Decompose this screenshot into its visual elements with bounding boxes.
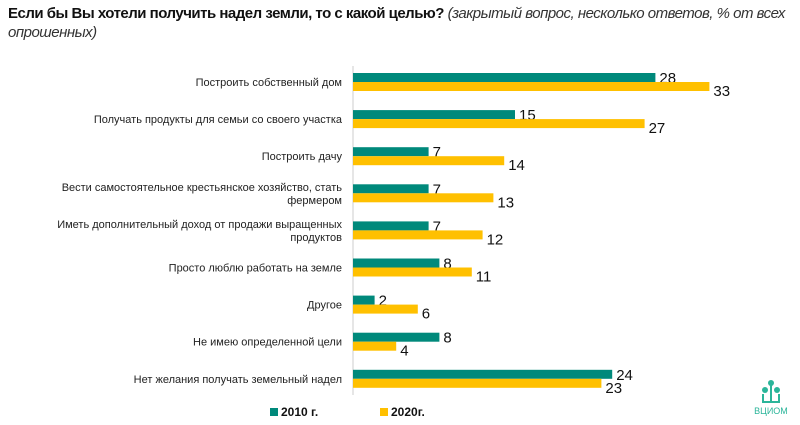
category-label: Другое — [307, 300, 342, 312]
category-label: Построить собственный дом — [196, 77, 342, 89]
data-label: 6 — [422, 306, 430, 323]
data-label: 8 — [443, 256, 451, 273]
category-label: Нет желания получать земельный надел — [134, 374, 342, 386]
data-label: 23 — [605, 380, 622, 397]
data-label: 4 — [400, 343, 408, 360]
vciom-logo: ВЦИОМ — [754, 380, 788, 416]
bar-2010 — [353, 369, 613, 379]
data-label: 13 — [497, 194, 514, 211]
bar-2020 — [353, 193, 494, 203]
category-label: Просто люблю работать на земле — [169, 263, 342, 275]
bar-2020 — [353, 82, 710, 91]
bar-2020 — [353, 304, 418, 314]
bar-2020 — [353, 156, 505, 166]
legend-label: 2010 г. — [281, 405, 318, 419]
bar-2020 — [353, 119, 645, 129]
bar-2010 — [353, 110, 515, 120]
category-label: фермером — [287, 195, 342, 207]
bar-2010 — [353, 221, 429, 231]
category-label: Построить дачу — [262, 151, 343, 163]
bar-2010 — [353, 258, 440, 268]
data-label: 7 — [433, 218, 441, 235]
bar-2010 — [353, 332, 440, 342]
bar-2010 — [353, 295, 375, 305]
data-label: 8 — [443, 330, 451, 347]
bar-2010 — [353, 73, 656, 82]
category-label: Иметь дополнительный доход от продажи вы… — [57, 219, 342, 231]
bar-2010 — [353, 147, 429, 157]
bar-2010 — [353, 184, 429, 194]
data-label: 14 — [508, 157, 525, 174]
category-label: Получать продукты для семьи со своего уч… — [94, 114, 343, 126]
data-label: 7 — [433, 144, 441, 161]
legend-label: 2020г. — [391, 405, 425, 419]
data-label: 27 — [649, 120, 666, 137]
bar-2020 — [353, 341, 397, 351]
data-label: 33 — [713, 83, 730, 100]
svg-text:ВЦИОМ: ВЦИОМ — [754, 406, 788, 416]
category-label: продуктов — [290, 232, 342, 244]
title-main: Если бы Вы хотели получить надел земли, … — [8, 5, 444, 22]
data-label: 12 — [487, 231, 504, 248]
bar-2020 — [353, 230, 483, 240]
data-label: 24 — [616, 367, 633, 384]
title-note: (закрытый вопрос, несколько ответов, % о… — [8, 5, 785, 41]
bar-2020 — [353, 267, 472, 277]
data-label: 7 — [433, 181, 441, 198]
data-label: 11 — [476, 269, 492, 286]
chart-title: Если бы Вы хотели получить надел земли, … — [8, 4, 793, 42]
bar-2020 — [353, 378, 602, 388]
legend-swatch — [270, 408, 278, 416]
data-label: 2 — [379, 293, 387, 310]
legend-swatch — [380, 408, 388, 416]
category-label: Не имею определенной цели — [193, 337, 342, 349]
category-label: Вести самостоятельное крестьянское хозяй… — [62, 182, 343, 194]
